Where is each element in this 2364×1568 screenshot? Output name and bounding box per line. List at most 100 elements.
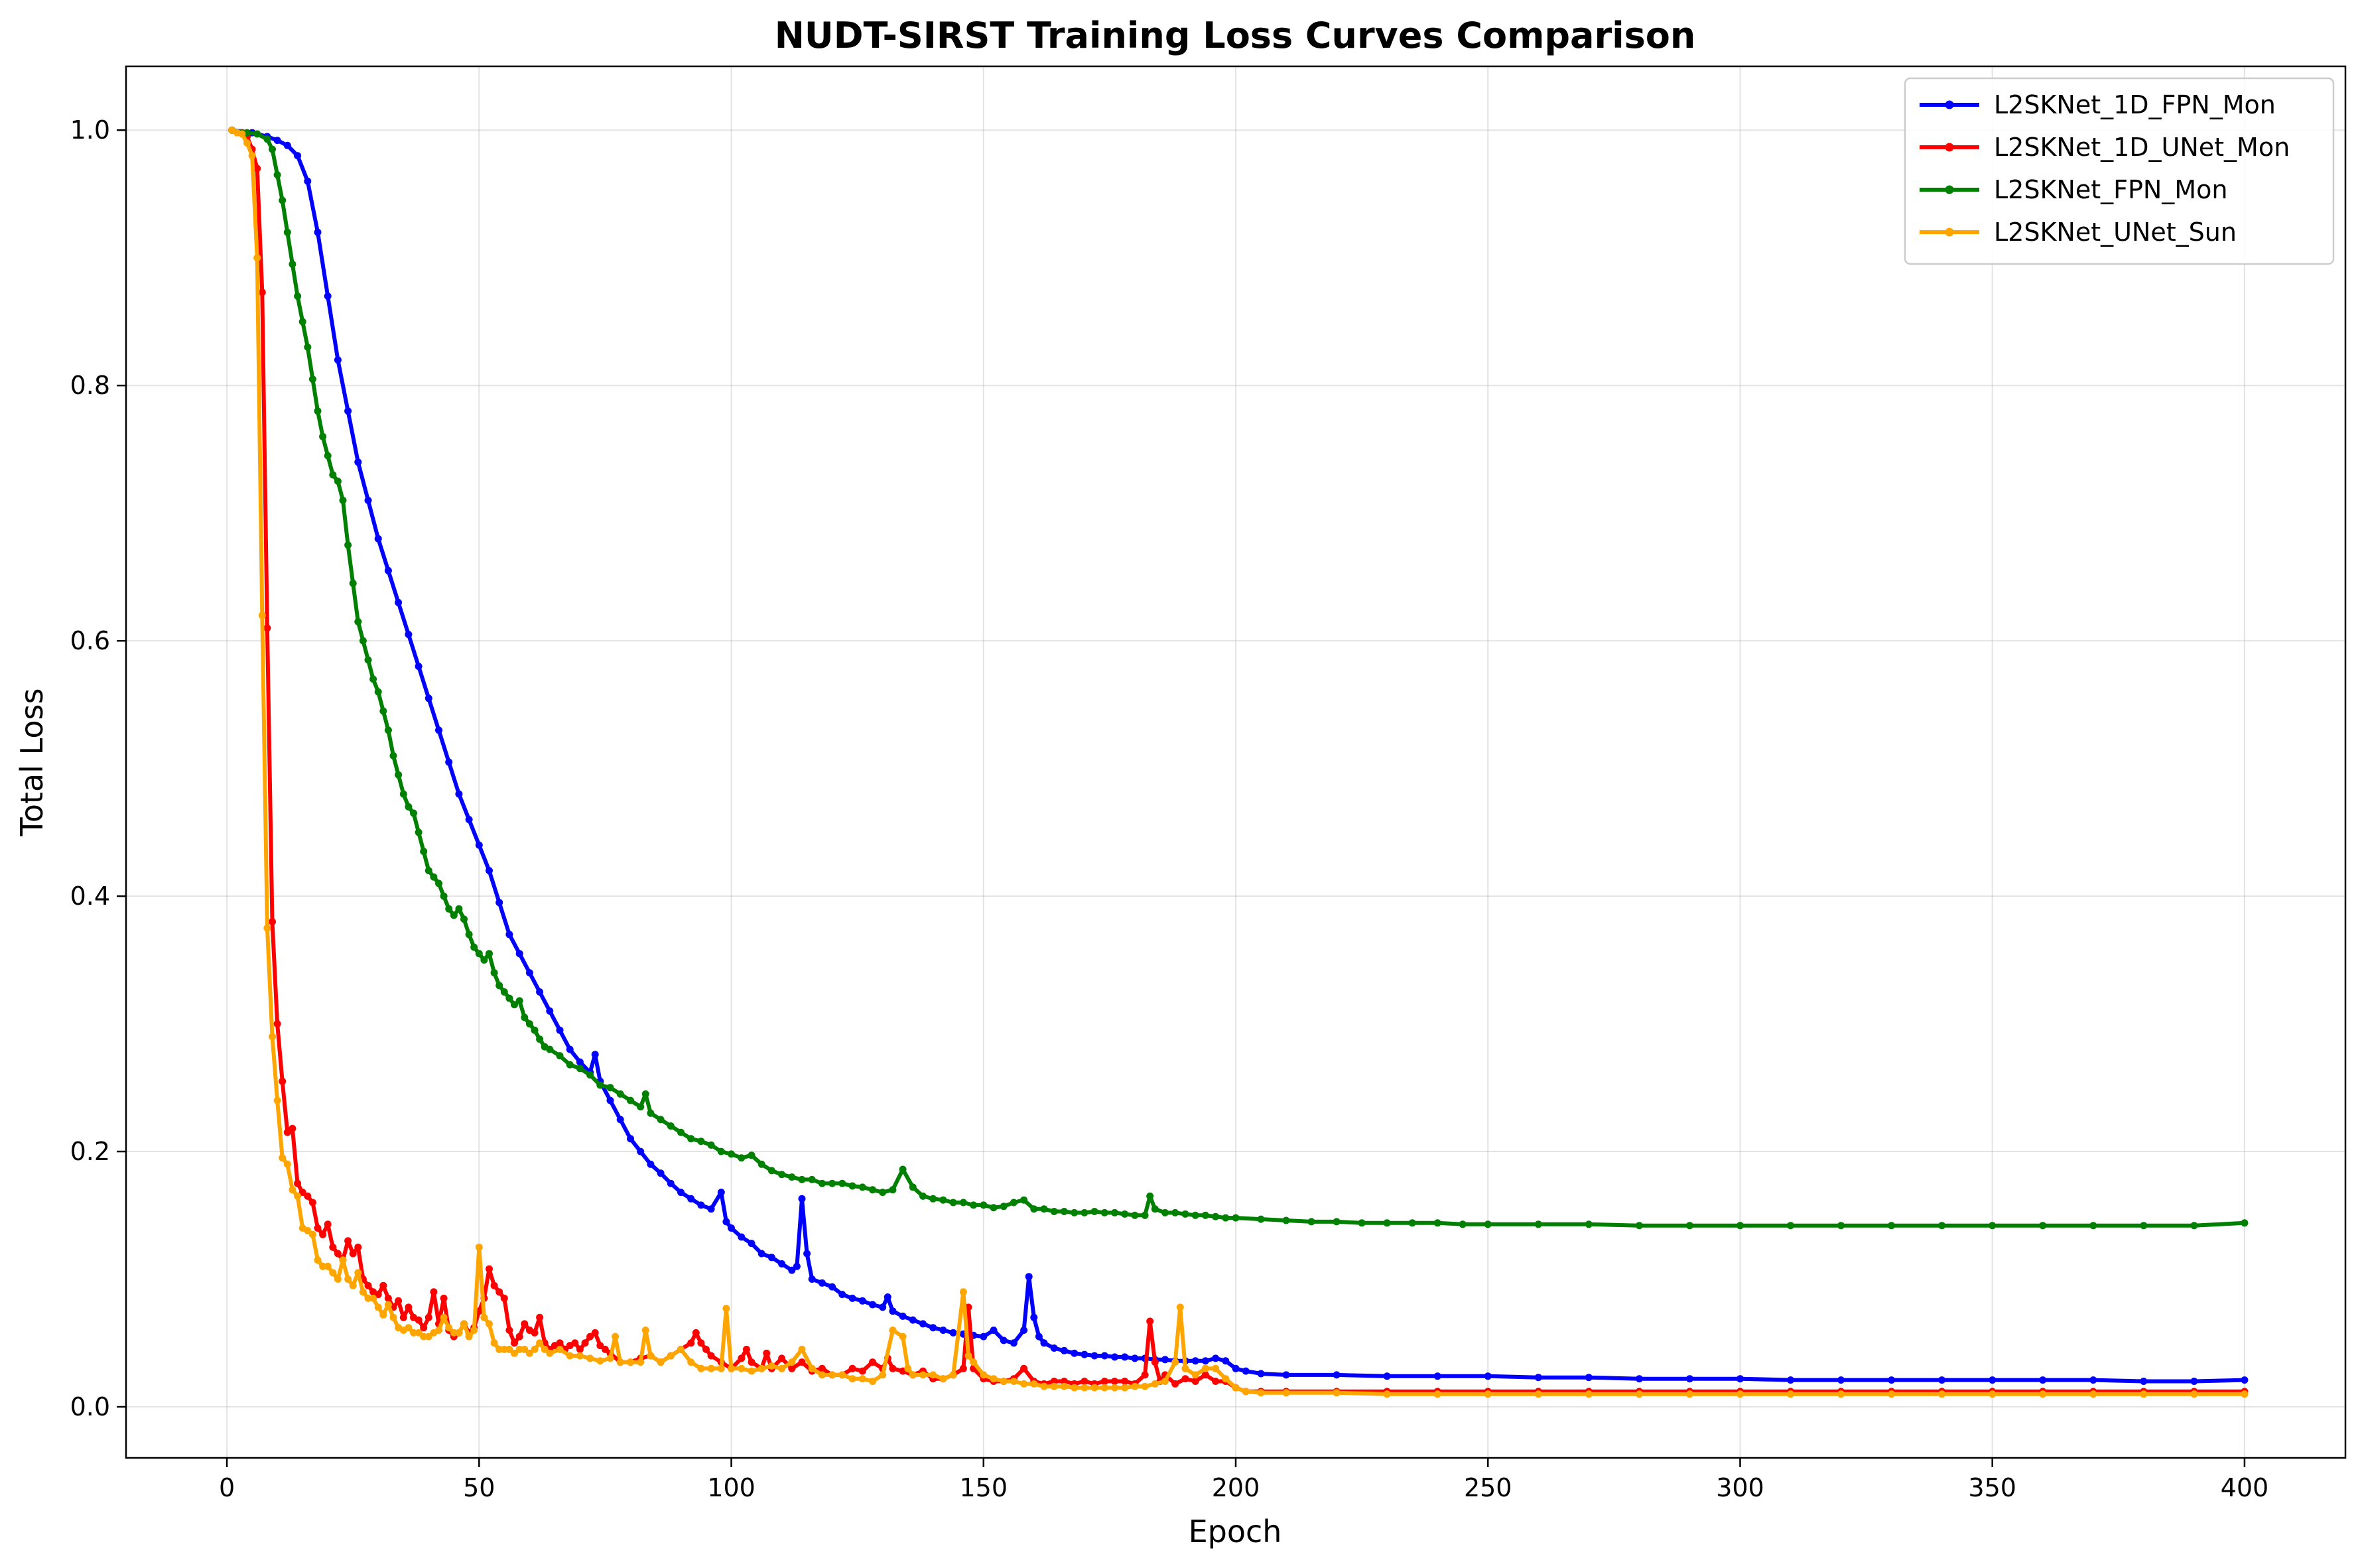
data-point [884,1293,891,1301]
data-point [596,1081,604,1089]
data-point [490,969,498,977]
data-point [818,1364,826,1372]
data-point [980,1333,988,1340]
data-point [848,1294,856,1302]
data-point [505,931,513,939]
data-point [450,1329,458,1337]
data-point [697,1364,705,1372]
data-point [596,1357,604,1365]
x-tick-label: 200 [1212,1473,1260,1502]
data-point [667,1352,675,1360]
data-point [738,1233,746,1241]
x-tick-label: 350 [1968,1473,2016,1502]
data-point [359,1288,367,1296]
data-point [778,1171,786,1179]
data-point [939,1196,947,1204]
data-point [1010,1339,1018,1347]
data-point [1131,1354,1139,1362]
data-point [273,137,281,145]
data-point [591,1329,599,1337]
data-point [1635,1222,1643,1230]
legend-label: L2SKNet_1D_FPN_Mon [1994,90,2276,119]
data-point [258,612,266,620]
series-L2SKNet_UNet_Sun [228,126,2249,1398]
data-point [909,1183,917,1191]
data-point [525,969,533,977]
data-point [2190,1390,2198,1398]
data-point [329,471,337,479]
data-point [869,1186,876,1194]
data-point [334,1275,342,1283]
data-point [697,1138,705,1145]
data-point [329,1243,337,1251]
data-point [1787,1222,1794,1230]
data-point [1201,1371,1209,1379]
data-point [505,994,513,1002]
data-point [435,1327,442,1334]
data-point [1030,1380,1038,1388]
data-point [511,1349,518,1357]
data-point [616,1116,624,1124]
data-point [324,293,332,300]
data-point [425,1313,432,1321]
data-point [919,1320,927,1328]
data-point [858,1367,866,1375]
data-point [546,1045,554,1053]
data-point [1212,1354,1220,1362]
data-point [425,1333,432,1340]
data-point [858,1375,866,1383]
data-point [899,1165,907,1173]
data-point [269,145,276,153]
data-point [586,1071,594,1079]
data-point [702,1345,710,1353]
data-point [657,1116,665,1124]
data-point [470,1327,478,1334]
data-point [1383,1219,1391,1227]
data-point [2241,1219,2249,1227]
data-point [1020,1327,1028,1334]
data-point [263,624,271,632]
data-point [1433,1390,1441,1398]
data-point [606,1084,614,1092]
data-point [667,1179,675,1187]
data-point [344,541,352,549]
data-point [869,1301,876,1309]
data-point [576,1065,584,1073]
data-point [455,790,463,798]
data-point [707,1205,715,1213]
data-point [349,1281,357,1289]
data-point [369,1294,377,1302]
data-point [525,1020,533,1028]
data-point [425,867,432,875]
data-point [757,1364,765,1372]
y-tick-label: 0.6 [70,626,110,655]
data-point [778,1364,786,1372]
data-point [909,1371,917,1379]
data-point [959,1199,967,1207]
data-point [420,848,428,856]
data-point [486,1265,493,1273]
data-point [490,1281,498,1289]
data-point [536,1313,544,1321]
data-point [1534,1220,1542,1228]
data-point [1212,1212,1220,1220]
data-point [889,1186,897,1194]
data-point [1060,1382,1068,1390]
data-point [1938,1390,1946,1398]
data-point [455,1329,463,1337]
data-point [1635,1390,1643,1398]
data-point [364,496,372,504]
data-point [959,1364,967,1372]
data-point [384,1301,392,1309]
data-point [970,1201,978,1209]
legend: L2SKNet_1D_FPN_Mon L2SKNet_1D_UNet_Mon L2S… [1904,77,2335,265]
data-point [581,1339,589,1347]
legend-item: L2SKNet_1D_UNet_Mon [1920,133,2290,162]
data-point [405,631,413,638]
data-point [1081,1350,1088,1358]
data-point [294,152,302,160]
data-point [1635,1375,1643,1383]
x-tick-label: 400 [2221,1473,2269,1502]
data-point [364,1294,372,1302]
data-point [505,1327,513,1334]
